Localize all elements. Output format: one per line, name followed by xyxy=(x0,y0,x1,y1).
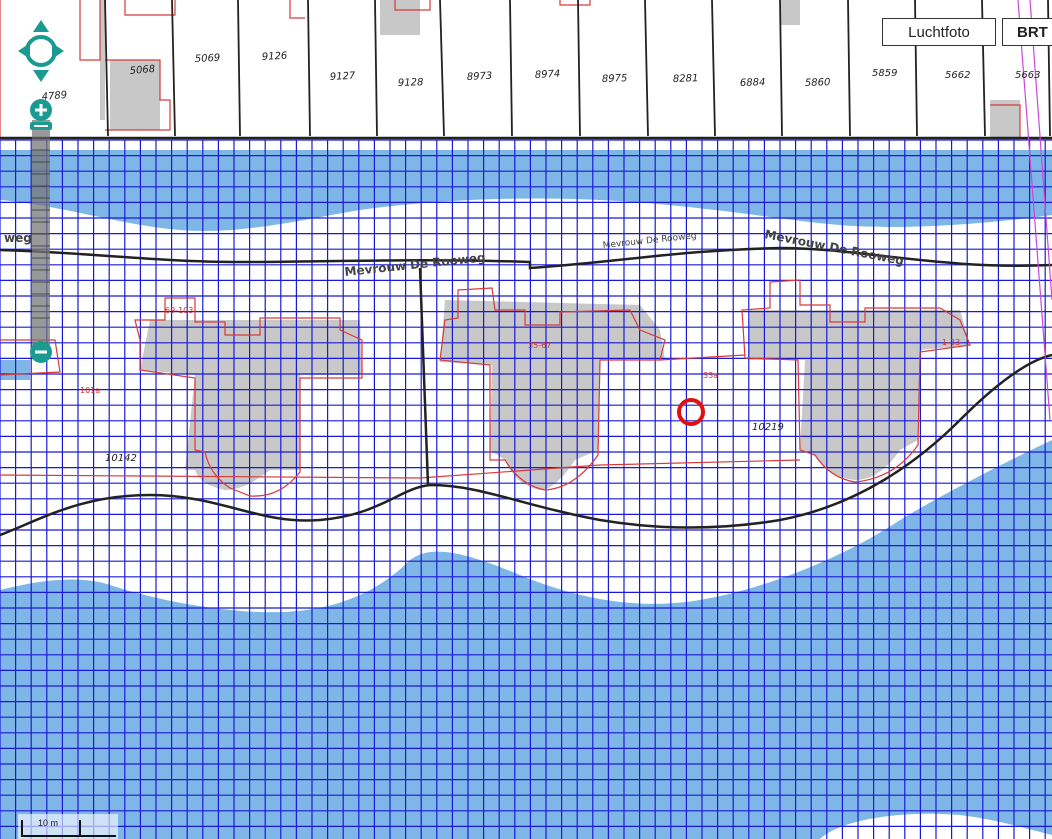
parcel-boundaries xyxy=(0,0,1021,497)
parcel-label: 9128 xyxy=(398,77,424,89)
house-number-label: 1-33 xyxy=(942,338,960,347)
zoom-slider[interactable] xyxy=(28,98,54,368)
house-number-label: 33a xyxy=(703,371,718,380)
parcel-label: 5662 xyxy=(945,70,970,81)
parcel-label: 5859 xyxy=(872,68,897,79)
grid-layer xyxy=(0,139,1052,839)
scale-label: 10 m xyxy=(38,818,59,828)
parcel-label: 8975 xyxy=(602,73,628,85)
house-number-label: 35-67 xyxy=(528,341,551,350)
parcel-label: 10219 xyxy=(752,422,784,433)
parcel-label: 5069 xyxy=(195,53,221,65)
parcel-label: 4789 xyxy=(41,90,67,103)
parcel-label: 10142 xyxy=(105,453,137,464)
street-label: weg xyxy=(4,231,32,245)
layer-luchtfoto-button[interactable]: Luchtfoto xyxy=(882,18,996,46)
pan-left-icon xyxy=(18,43,30,59)
parcel-label: 5068 xyxy=(129,64,155,77)
parcel-label: 8973 xyxy=(467,71,493,83)
parcel-label: 8974 xyxy=(535,69,561,81)
boundary-line-magenta xyxy=(1017,0,1052,421)
minus-icon xyxy=(30,341,52,363)
plus-icon xyxy=(30,99,52,121)
parcel-label: 8281 xyxy=(673,73,699,85)
parcel-label: 9127 xyxy=(330,71,357,83)
pan-down-icon xyxy=(33,70,49,82)
road-layer xyxy=(0,136,1052,537)
lot-lines xyxy=(104,0,1051,137)
house-number-label: 69-103 xyxy=(165,306,193,315)
scale-bar xyxy=(18,814,118,839)
parcel-label: 5860 xyxy=(805,77,831,89)
parcel-labels-top: 4789 5068 5069 9126 9127 9128 8973 8974 8975 8281… xyxy=(41,51,1040,103)
parcel-label: 6884 xyxy=(740,77,766,89)
parcel-label: 9126 xyxy=(262,51,288,63)
house-number-label: 101a xyxy=(80,386,100,395)
street-label: Mevrouw De Rooweg xyxy=(344,250,486,279)
layer-brt-button[interactable]: BRT xyxy=(1002,18,1052,46)
pan-right-icon xyxy=(52,43,64,59)
buildings-layer xyxy=(140,300,970,490)
pan-up-icon xyxy=(33,20,49,32)
pan-arrows-icon[interactable] xyxy=(16,18,66,84)
parcel-label: 5663 xyxy=(1015,70,1040,81)
location-marker-icon[interactable] xyxy=(677,398,705,426)
